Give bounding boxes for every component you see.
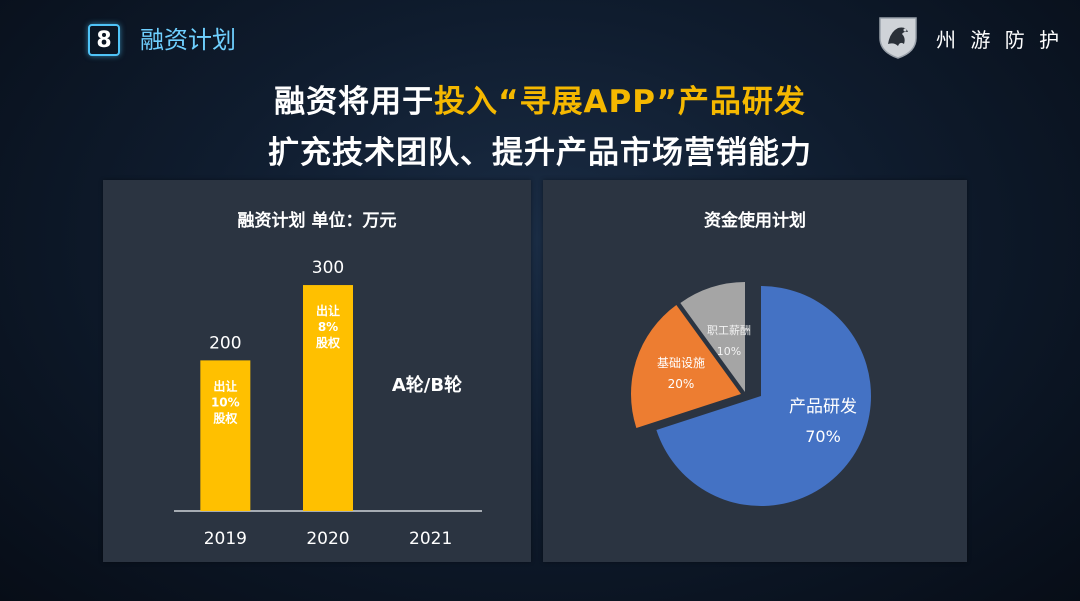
pie-slice-value: 70%: [805, 427, 841, 446]
pie-slice-value: 10%: [717, 345, 741, 358]
bar-note-text: 股权: [316, 335, 341, 350]
bar-2019: [200, 360, 251, 511]
bar-note-text: 10%: [211, 395, 240, 409]
pie-slice-value: 20%: [668, 377, 695, 391]
bar-value-label: 200: [209, 333, 241, 353]
headline-prefix: 融资将用于: [274, 84, 435, 120]
bar-2020: [303, 285, 353, 511]
headline-suffix: 产品研发: [677, 84, 806, 120]
bar-note-text: 出让: [213, 378, 237, 393]
section-number-badge: 8: [88, 24, 120, 56]
headline-line-2: 扩充技术团队、提升产品市场营销能力: [268, 135, 812, 171]
bar-note-text: 8%: [318, 320, 338, 334]
pie-chart: 产品研发 70% 基础设施 20% 职工薪酬 10%: [631, 282, 871, 506]
section-title: 融资计划: [140, 26, 236, 54]
pie-slice-label: 基础设施: [657, 356, 705, 370]
round-annotation: A轮/B轮: [392, 374, 462, 396]
headline-accent: 投入“寻展APP”: [434, 84, 678, 120]
bar-chart-title: 融资计划 单位：万元: [237, 211, 397, 231]
x-tick-label: 2021: [409, 529, 452, 549]
brand-name: 州 游 防 护: [936, 28, 1064, 52]
pie-slice-infrastructure: [631, 305, 741, 428]
pie-slice-label: 产品研发: [789, 397, 857, 417]
pie-chart-title: 资金使用计划: [704, 211, 806, 231]
pie-slice-product-rd: [656, 286, 871, 506]
pie-slice-label: 职工薪酬: [707, 324, 751, 337]
headline-line-1: 融资将用于投入“寻展APP”产品研发: [0, 76, 1080, 121]
funding-bar-chart-panel: 融资计划 单位：万元 2019 200 出让 10% 股权 2020 300 出让 8% 股权 20…: [103, 180, 531, 562]
bar-note-text: 出让: [316, 303, 340, 318]
fund-usage-pie-panel: 资金使用计划 产品研发 70% 基础设施 20% 职工薪酬 10%: [543, 180, 967, 562]
pie-slice-staff-salary: [680, 282, 745, 392]
x-tick-label: 2020: [306, 529, 349, 549]
x-tick-label: 2019: [204, 529, 247, 549]
bar-value-label: 300: [312, 258, 344, 278]
shield-logo-icon: [879, 17, 917, 59]
bar-note-text: 股权: [213, 410, 238, 425]
